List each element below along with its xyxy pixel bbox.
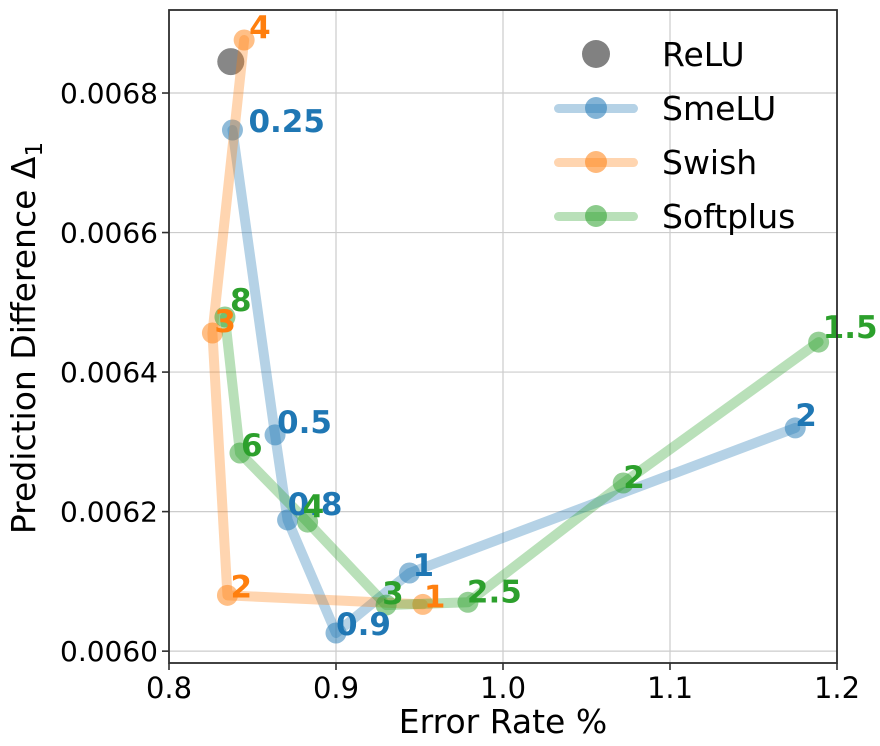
data-point-smelu	[325, 622, 347, 644]
y-axis-label-text: Prediction Difference Δ	[4, 156, 43, 535]
data-point-swish	[412, 593, 434, 615]
legend-item-relu: ReLU	[546, 27, 795, 81]
series-line-softplus	[219, 311, 824, 611]
y-axis-label: Prediction Difference Δ1	[4, 38, 48, 638]
data-point-smelu	[264, 424, 286, 446]
data-point-swish	[233, 29, 255, 51]
data-point-softplus	[612, 472, 634, 494]
series-line-swish	[207, 34, 428, 610]
data-point-relu	[217, 48, 245, 76]
point-label-softplus: 8	[230, 283, 252, 319]
x-tick-label: 0.8	[146, 671, 192, 705]
data-point-softplus	[214, 306, 236, 328]
data-point-swish	[201, 322, 223, 344]
data-point-smelu	[277, 509, 299, 531]
legend-marker-softplus	[546, 189, 650, 243]
point-label-swish: 2	[230, 569, 252, 605]
legend-label-smelu: SmeLU	[662, 88, 777, 128]
series-line-smelu	[227, 124, 801, 639]
point-label-swish: 1	[424, 579, 446, 615]
legend-label-swish: Swish	[662, 142, 758, 182]
point-label-swish: 3	[214, 304, 236, 340]
x-tick-label: 1.2	[814, 671, 860, 705]
x-tick-label: 1.0	[480, 671, 526, 705]
point-label-smelu: 2	[795, 398, 817, 434]
legend: ReLU SmeLU Swish Softplus	[546, 27, 795, 243]
data-point-softplus	[457, 591, 479, 613]
point-label-smelu: 0.9	[336, 607, 391, 643]
legend-item-softplus: Softplus	[546, 189, 795, 243]
x-tick-label: 0.9	[313, 671, 359, 705]
point-label-softplus: 2	[623, 460, 645, 496]
y-tick-label: 0.0068	[60, 77, 158, 110]
legend-marker-relu	[546, 27, 650, 81]
data-point-softplus	[808, 331, 830, 353]
point-label-softplus: 4	[303, 489, 325, 525]
legend-label-relu: ReLU	[662, 34, 745, 74]
y-axis-label-subscript: 1	[22, 141, 48, 157]
point-label-smelu: 1	[412, 548, 434, 584]
legend-label-softplus: Softplus	[662, 196, 796, 236]
point-label-softplus: 3	[382, 576, 404, 612]
legend-marker-smelu	[546, 81, 650, 135]
data-point-smelu	[784, 417, 806, 439]
y-tick-label: 0.0066	[60, 217, 158, 250]
point-label-softplus: 2.5	[467, 574, 522, 610]
data-point-softplus	[375, 594, 397, 616]
point-label-smelu: 0.25	[248, 104, 325, 140]
y-tick-label: 0.0062	[60, 496, 158, 529]
legend-item-smelu: SmeLU	[546, 81, 795, 135]
point-label-smelu: 0.5	[277, 405, 332, 441]
point-label-softplus: 1.5	[823, 310, 878, 346]
data-point-swish	[216, 584, 238, 606]
data-point-softplus	[297, 511, 319, 533]
y-tick-label: 0.0064	[60, 356, 158, 389]
x-axis-label: Error Rate %	[398, 702, 608, 741]
data-point-smelu	[398, 562, 420, 584]
x-tick-label: 1.1	[647, 671, 693, 705]
legend-item-swish: Swish	[546, 135, 795, 189]
point-label-softplus: 6	[241, 428, 263, 464]
point-label-smelu: 0.8	[288, 487, 343, 523]
y-tick-label: 0.0060	[60, 635, 158, 668]
legend-marker-swish	[546, 135, 650, 189]
data-point-softplus	[229, 442, 251, 464]
data-point-smelu	[221, 119, 243, 141]
point-label-swish: 4	[249, 10, 271, 46]
